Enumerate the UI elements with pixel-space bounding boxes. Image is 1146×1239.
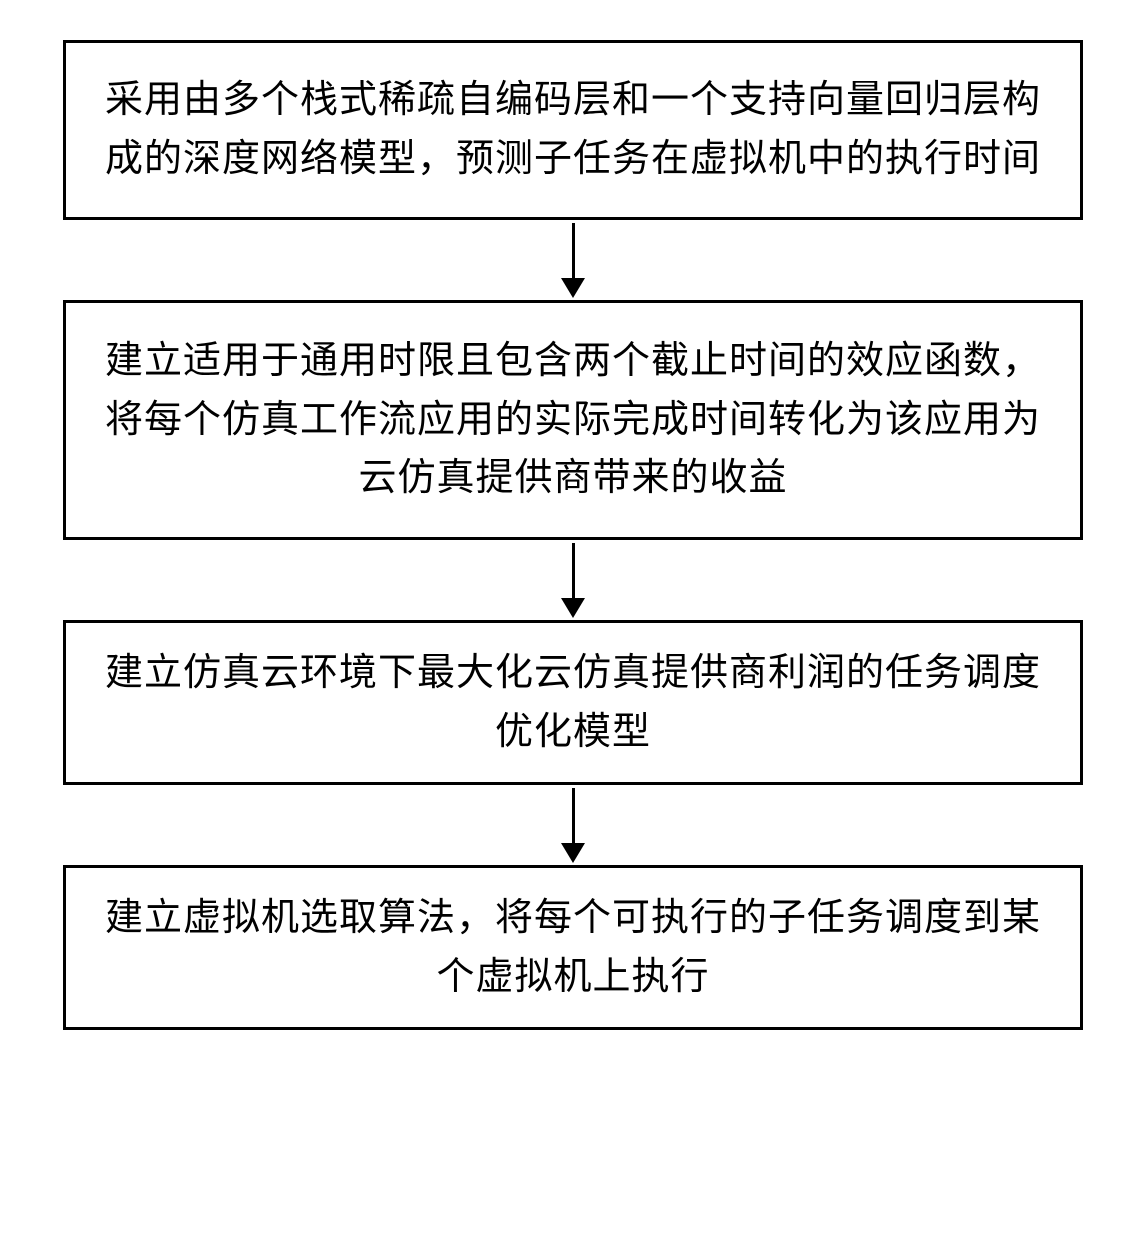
- flowchart-box-step2: 建立适用于通用时限且包含两个截止时间的效应函数，将每个仿真工作流应用的实际完成时…: [63, 300, 1083, 540]
- arrow-2-to-3: [561, 540, 585, 620]
- step1-text: 采用由多个栈式稀疏自编码层和一个支持向量回归层构成的深度网络模型，预测子任务在虚…: [96, 71, 1050, 189]
- arrow-line: [572, 223, 575, 278]
- flowchart-container: 采用由多个栈式稀疏自编码层和一个支持向量回归层构成的深度网络模型，预测子任务在虚…: [60, 40, 1086, 1030]
- arrow-1-to-2: [561, 220, 585, 300]
- flowchart-box-step4: 建立虚拟机选取算法，将每个可执行的子任务调度到某个虚拟机上执行: [63, 865, 1083, 1030]
- arrow-line: [572, 543, 575, 598]
- step2-text: 建立适用于通用时限且包含两个截止时间的效应函数，将每个仿真工作流应用的实际完成时…: [96, 332, 1050, 509]
- arrow-head-icon: [561, 843, 585, 863]
- flowchart-box-step3: 建立仿真云环境下最大化云仿真提供商利润的任务调度优化模型: [63, 620, 1083, 785]
- arrow-head-icon: [561, 278, 585, 298]
- arrow-3-to-4: [561, 785, 585, 865]
- step4-text: 建立虚拟机选取算法，将每个可执行的子任务调度到某个虚拟机上执行: [96, 889, 1050, 1007]
- arrow-line: [572, 788, 575, 843]
- arrow-head-icon: [561, 598, 585, 618]
- step3-text: 建立仿真云环境下最大化云仿真提供商利润的任务调度优化模型: [96, 644, 1050, 762]
- flowchart-box-step1: 采用由多个栈式稀疏自编码层和一个支持向量回归层构成的深度网络模型，预测子任务在虚…: [63, 40, 1083, 220]
